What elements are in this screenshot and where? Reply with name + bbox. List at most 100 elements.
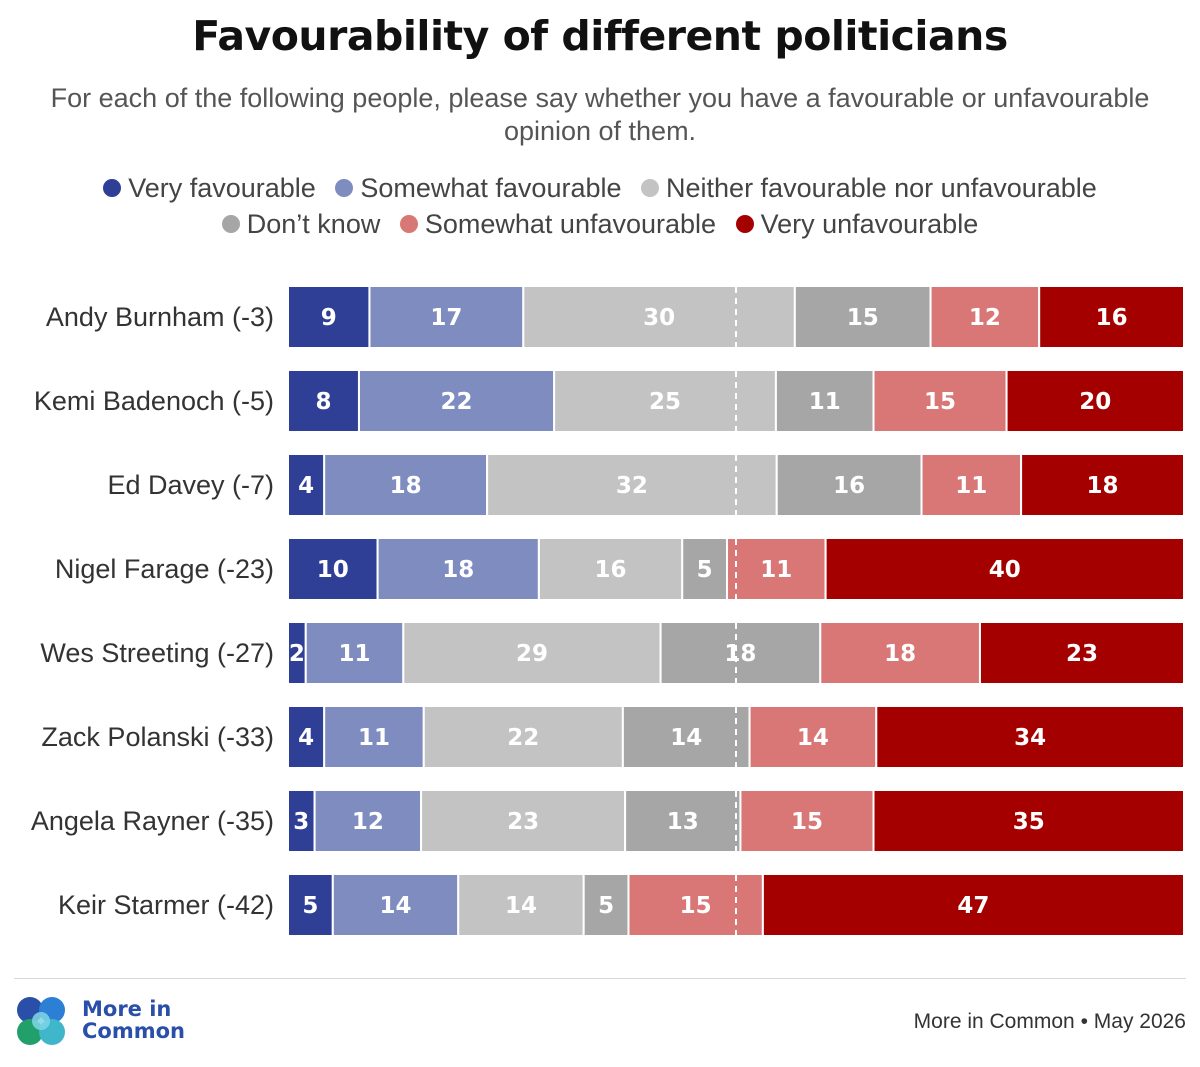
- bar-value-label: 47: [957, 893, 989, 919]
- bar-segment: [659, 621, 822, 685]
- bar-value-label: 15: [924, 389, 956, 415]
- bar-value-label: 11: [760, 557, 792, 583]
- legend-item-very-favourable: Very favourable: [103, 170, 316, 206]
- bar-segment: [872, 369, 1008, 433]
- bar-value-label: 30: [643, 305, 675, 331]
- bar-value-label: 4: [298, 725, 314, 751]
- legend-swatch: [641, 179, 660, 197]
- bar-value-label: 13: [667, 809, 699, 835]
- bar-value-label: 15: [791, 809, 823, 835]
- bar-value-label: 14: [670, 725, 702, 751]
- bar-value-label: 5: [302, 893, 318, 919]
- bar-segment: [748, 705, 878, 769]
- bar-value-label: 34: [1014, 725, 1046, 751]
- bar-value-label: 29: [516, 641, 548, 667]
- legend-item-very-unfavourable: Very unfavourable: [735, 206, 979, 242]
- footer-divider: [14, 978, 1186, 979]
- legend-swatch: [735, 215, 754, 233]
- bar-value-label: 8: [315, 389, 331, 415]
- bar-value-label: 35: [1013, 809, 1045, 835]
- bar-value-label: 5: [697, 557, 713, 583]
- bar-segment: [368, 285, 525, 349]
- bar-value-label: 11: [339, 641, 371, 667]
- bar-segment: [627, 873, 764, 937]
- bar-value-label: 22: [507, 725, 539, 751]
- stacked-bar-chart: Andy Burnham (-3) 9 17 30 15 12 16 Kemi Badenoc…: [31, 285, 1186, 937]
- bar-value-label: 9: [321, 305, 337, 331]
- bar-segment: [402, 621, 662, 685]
- source-separator: •: [1080, 1010, 1088, 1033]
- legend-label: Don’t know: [246, 209, 381, 239]
- legend-swatch: [221, 215, 240, 233]
- bar-segment: [872, 789, 1185, 853]
- more-in-common-logo-icon: [17, 997, 65, 1045]
- bar-segment: [537, 537, 684, 601]
- bar-segment: [287, 789, 316, 853]
- row-label: Angela Rayner (-35): [31, 806, 274, 836]
- legend-label: Very favourable: [128, 173, 316, 203]
- legend-label: Somewhat favourable: [360, 173, 622, 203]
- bar-value-label: 11: [358, 725, 390, 751]
- bar-segment: [726, 537, 827, 601]
- bar-value-label: 18: [884, 641, 916, 667]
- brand-line-2: Common: [82, 1019, 185, 1043]
- bar-segment: [774, 369, 875, 433]
- row-label: Nigel Farage (-23): [55, 554, 274, 584]
- bar-segment: [621, 705, 751, 769]
- bar-value-label: 2: [289, 641, 305, 667]
- bar-segment: [775, 453, 923, 517]
- bar-value-label: 5: [598, 893, 614, 919]
- bar-value-label: 25: [649, 389, 681, 415]
- legend-swatch: [335, 179, 354, 197]
- bar-value-label: 22: [441, 389, 473, 415]
- bar-segment: [323, 705, 425, 769]
- bar-segment: [1020, 453, 1185, 517]
- bar-value-label: 14: [380, 893, 412, 919]
- bar-value-label: 18: [442, 557, 474, 583]
- source-name: More in Common: [913, 1010, 1075, 1033]
- bar-value-label: 11: [955, 473, 987, 499]
- bar-value-label: 23: [507, 809, 539, 835]
- row-label: Andy Burnham (-3): [46, 302, 274, 332]
- bar-value-label: 17: [430, 305, 462, 331]
- bar-segment: [287, 285, 371, 349]
- bar-segment: [1005, 369, 1186, 433]
- bar-value-label: 16: [595, 557, 627, 583]
- bar-value-label: 12: [352, 809, 384, 835]
- brand-logo-text: More in Common: [82, 998, 185, 1042]
- chart-subtitle: For each of the following people, please…: [50, 83, 1150, 146]
- row-label: Kemi Badenoch (-5): [34, 386, 274, 416]
- bar-segment: [553, 369, 777, 433]
- source-note: More in Common • May 2026: [914, 1010, 1186, 1034]
- legend-label: Somewhat unfavourable: [424, 209, 717, 239]
- brand-line-1: More in: [82, 997, 172, 1021]
- bar-segment: [920, 453, 1023, 517]
- bar-segment: [522, 285, 796, 349]
- bar-value-label: 12: [969, 305, 1001, 331]
- bar-segment: [376, 537, 540, 601]
- bar-value-label: 14: [505, 893, 537, 919]
- bar-value-label: 32: [616, 473, 648, 499]
- bar-value-label: 3: [293, 809, 309, 835]
- source-date: May 2026: [1093, 1010, 1186, 1033]
- bar-value-label: 40: [989, 557, 1021, 583]
- legend-item-neither: Neither favourable nor unfavourable: [641, 170, 1097, 206]
- legend-row-2: Don’t know Somewhat unfavourable Very un…: [0, 206, 1200, 242]
- bar-segment: [624, 789, 742, 853]
- legend-row-1: Very favourable Somewhat favourable Neit…: [0, 170, 1200, 206]
- legend: Very favourable Somewhat favourable Neit…: [0, 170, 1200, 242]
- bar-value-label: 18: [1087, 473, 1119, 499]
- bar-segment: [287, 537, 379, 601]
- bar-segment: [824, 537, 1185, 601]
- bar-segment: [929, 285, 1041, 349]
- legend-label: Neither favourable nor unfavourable: [666, 173, 1097, 203]
- legend-label: Very unfavourable: [760, 209, 979, 239]
- chart-title: Favourability of different politicians: [192, 12, 1008, 60]
- bar-segment: [420, 789, 627, 853]
- bar-segment: [819, 621, 981, 685]
- bar-segment: [287, 369, 360, 433]
- bar-value-label: 18: [390, 473, 422, 499]
- bar-segment: [978, 621, 1185, 685]
- legend-item-somewhat-unfavourable: Somewhat unfavourable: [399, 206, 717, 242]
- bar-value-label: 14: [797, 725, 829, 751]
